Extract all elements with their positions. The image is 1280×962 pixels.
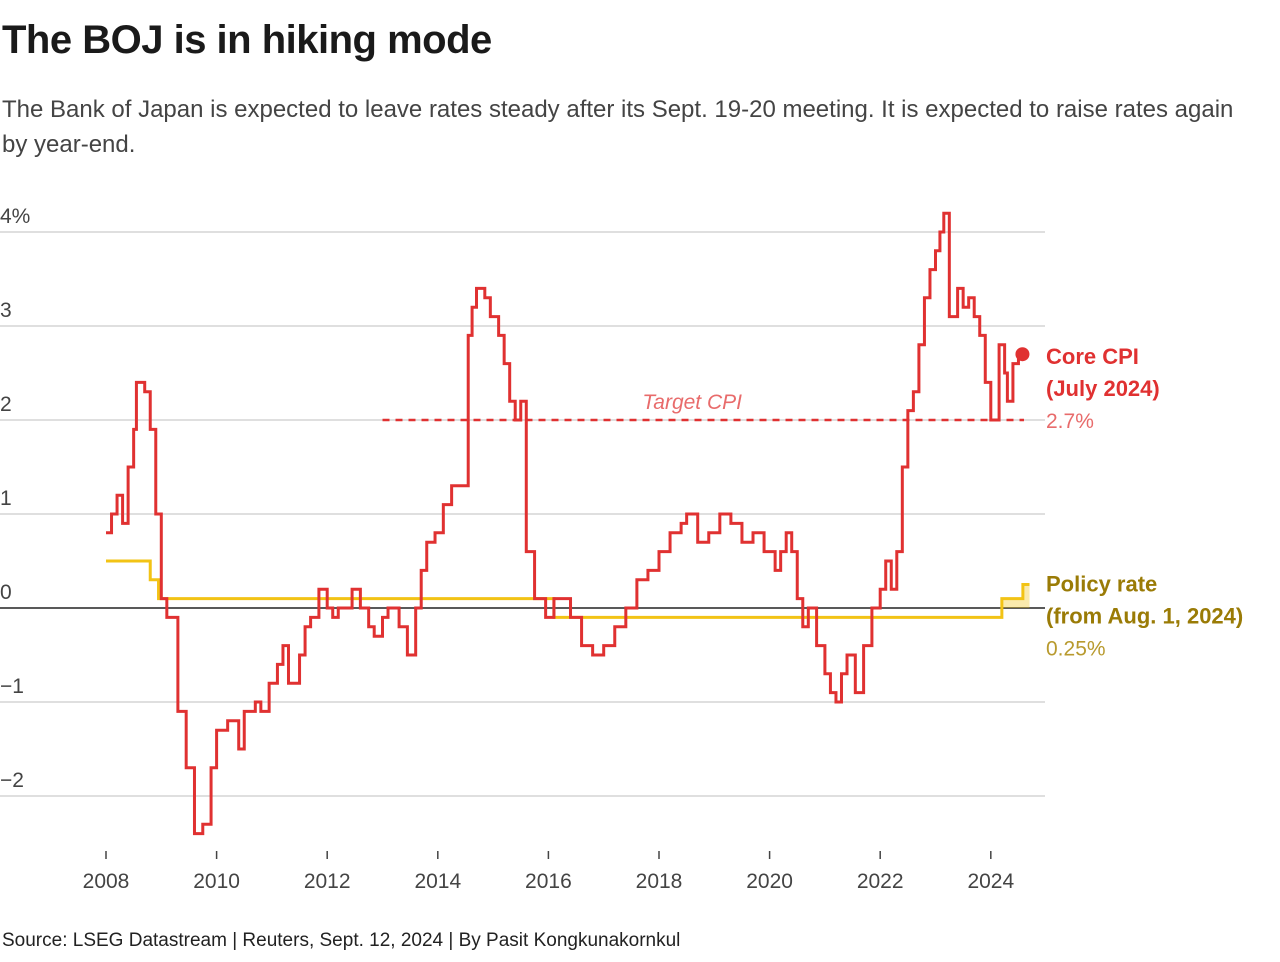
policy-rate-date-label: (from Aug. 1, 2024) xyxy=(1046,604,1243,629)
series-group xyxy=(106,211,1030,836)
core-cpi-end-dot xyxy=(1015,347,1030,362)
x-tick-label: 2018 xyxy=(636,870,683,893)
labels-group: Target CPI Core CPI (July 2024) 2.7% Policy … xyxy=(642,344,1243,660)
x-tick-label: 2008 xyxy=(83,870,130,893)
policy-rate-fill-group xyxy=(1001,584,1030,608)
y-axis: 4% 3 2 1 0 −1 −2 xyxy=(0,205,30,792)
x-tick-label: 2022 xyxy=(857,870,904,893)
core-cpi-line xyxy=(106,211,1020,836)
y-tick-label: 2 xyxy=(0,393,12,416)
x-tick-label: 2010 xyxy=(193,870,240,893)
x-tick-label: 2014 xyxy=(414,870,461,893)
x-tick-label: 2020 xyxy=(746,870,793,893)
x-axis: 2008 2010 2012 2014 2016 2018 2020 2022 2024 xyxy=(83,851,1014,893)
chart-title: The BOJ is in hiking mode xyxy=(2,18,492,62)
chart-subtitle: The Bank of Japan is expected to leave r… xyxy=(2,96,1234,158)
y-tick-label: 4% xyxy=(0,205,30,228)
policy-rate-label: Policy rate xyxy=(1046,572,1157,597)
y-tick-label: −1 xyxy=(0,675,24,698)
chart-source: Source: LSEG Datastream | Reuters, Sept.… xyxy=(2,930,681,951)
y-tick-label: 1 xyxy=(0,487,12,510)
y-tick-label: −2 xyxy=(0,769,24,792)
x-tick-label: 2012 xyxy=(304,870,351,893)
y-tick-label: 0 xyxy=(0,581,12,604)
policy-rate-fill xyxy=(1001,584,1030,608)
policy-rate-value-label: 0.25% xyxy=(1046,638,1106,661)
core-cpi-value-label: 2.7% xyxy=(1046,410,1094,433)
x-tick-label: 2024 xyxy=(967,870,1014,893)
target-cpi-label: Target CPI xyxy=(642,391,742,414)
x-tick-label: 2016 xyxy=(525,870,572,893)
y-tick-label: 3 xyxy=(0,299,12,322)
core-cpi-date-label: (July 2024) xyxy=(1046,376,1160,401)
core-cpi-label: Core CPI xyxy=(1046,344,1139,369)
